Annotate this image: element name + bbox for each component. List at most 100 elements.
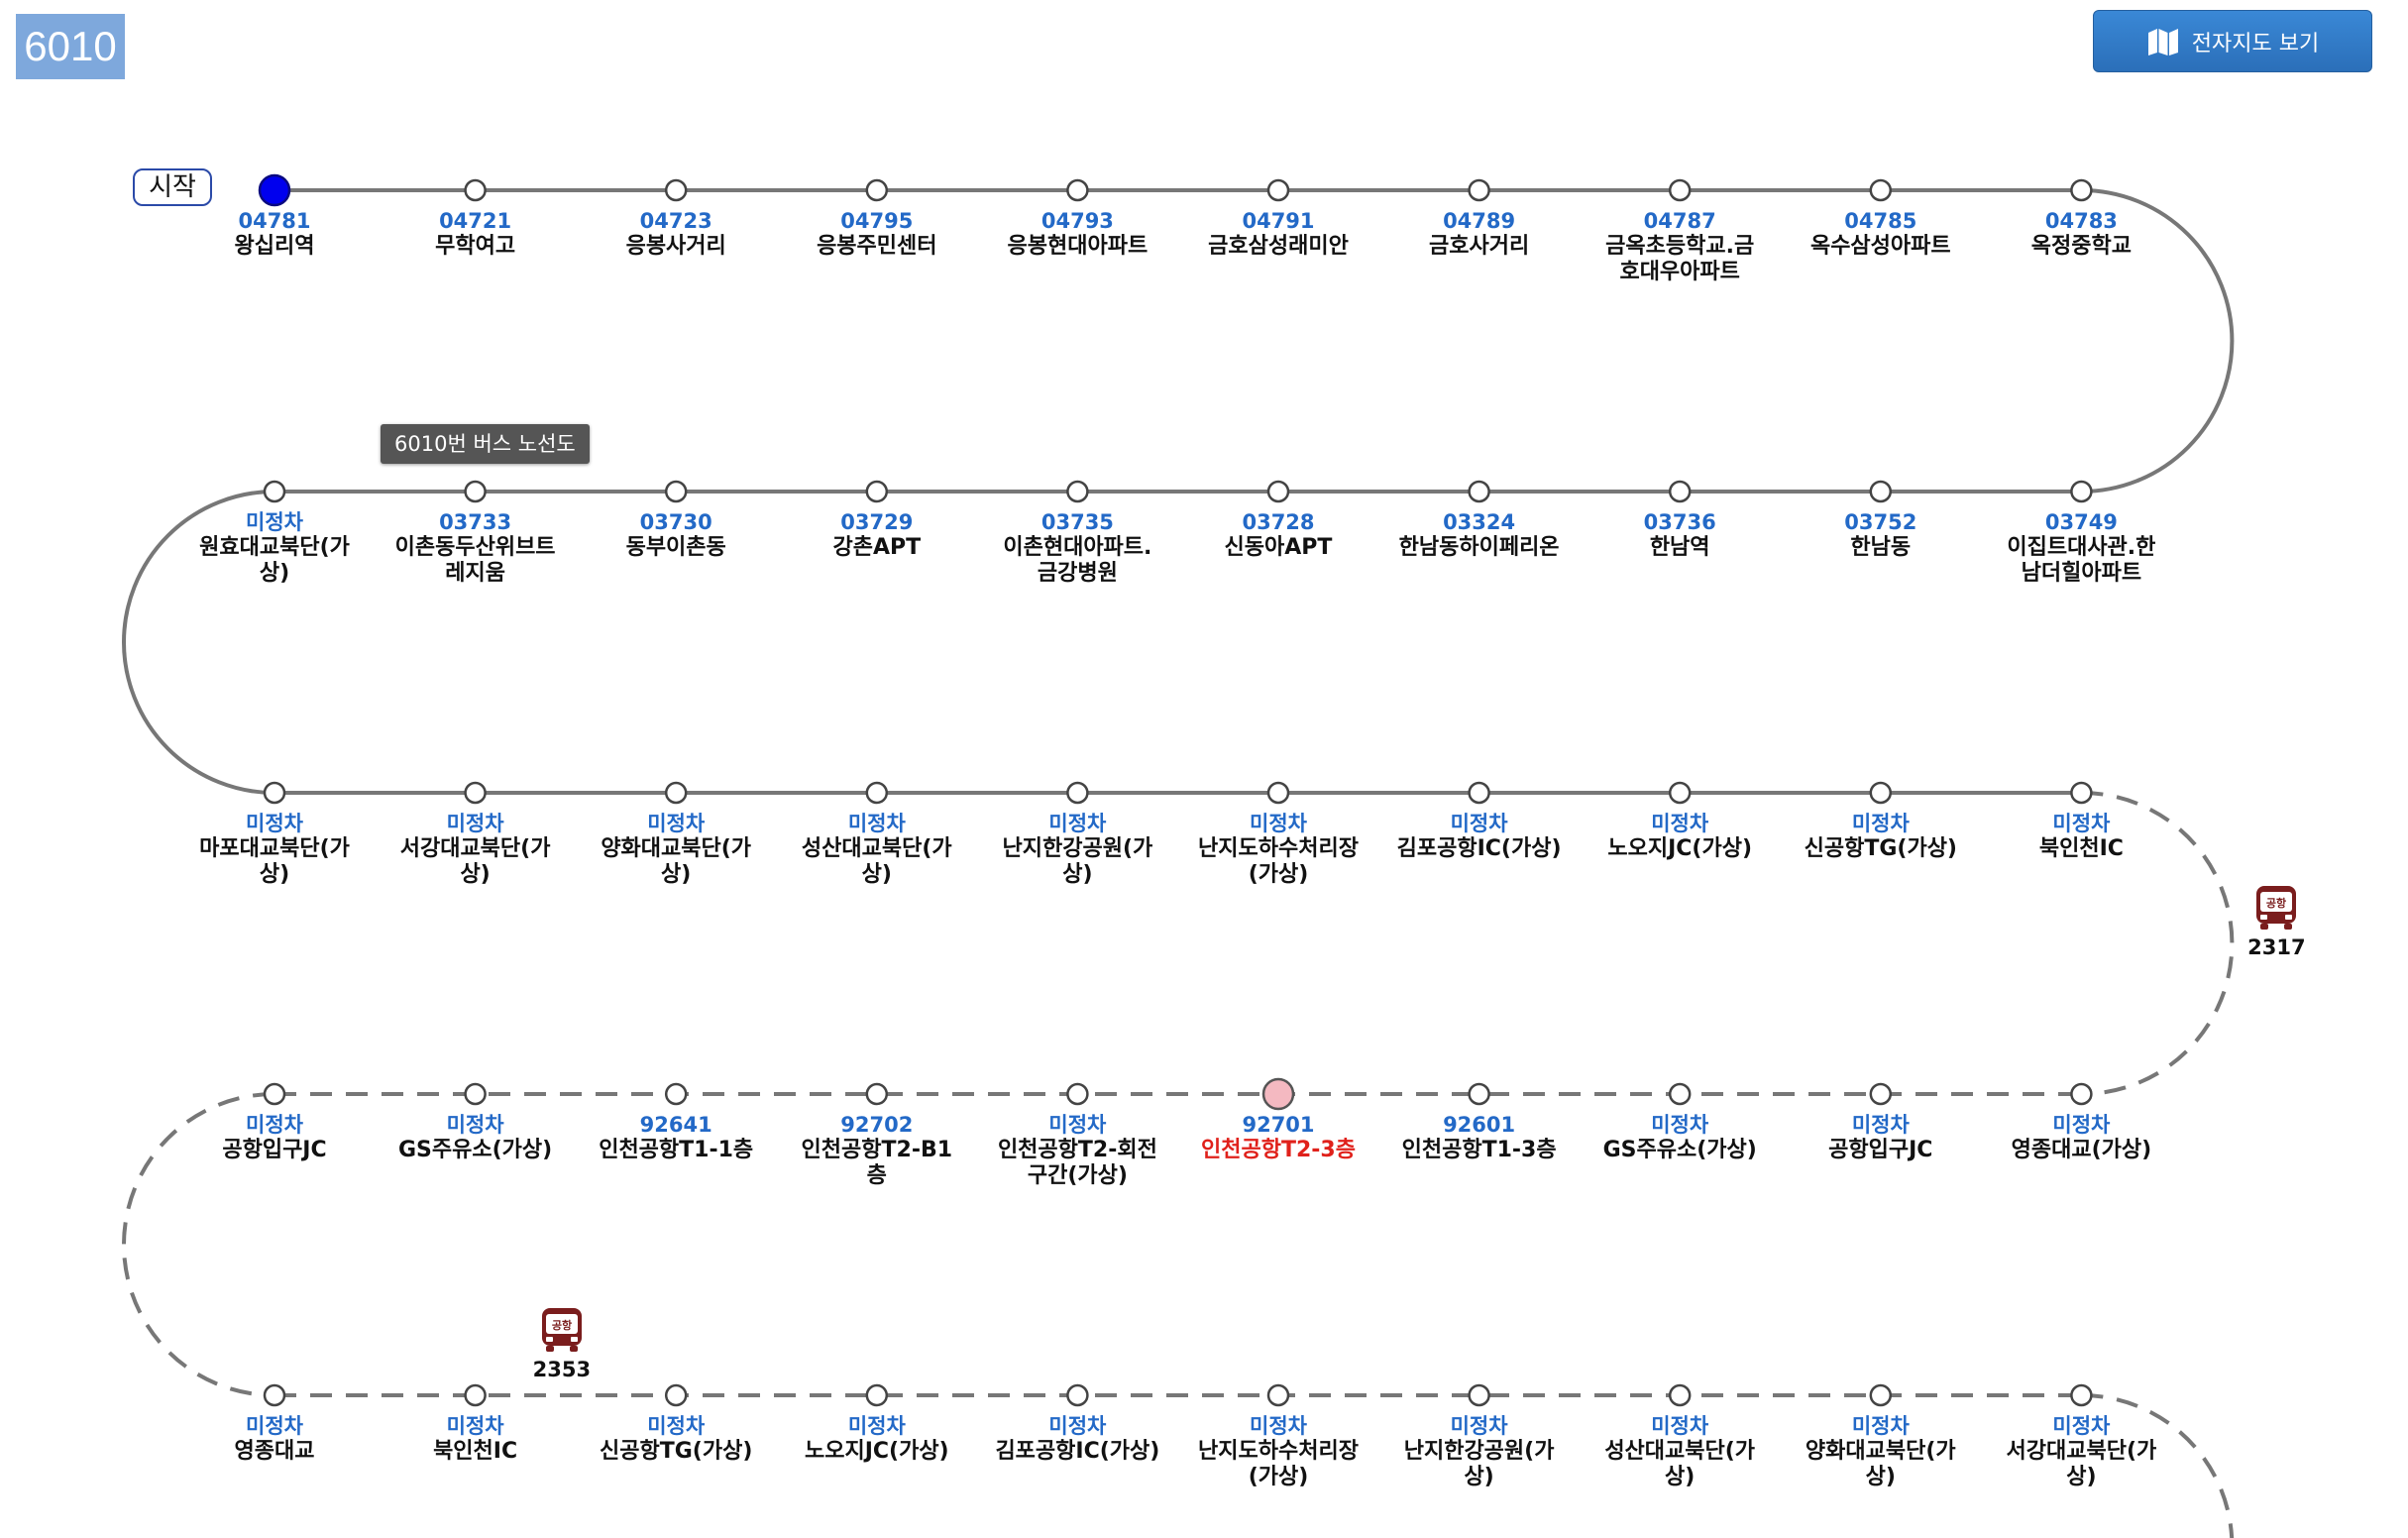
stop-node[interactable] [1066, 1082, 1089, 1106]
stop-label[interactable]: 미정차 노오지JC(가상) [1595, 811, 1764, 862]
stop-label[interactable]: 미정차 영종대교 [190, 1413, 359, 1465]
stop-node[interactable] [2070, 178, 2093, 202]
stop-label[interactable]: 미정차 난지도하수처리장(가상) [1194, 811, 1363, 888]
stop-label[interactable]: 03735 이촌현대아파트.금강병원 [993, 509, 1161, 587]
stop-label[interactable]: 미정차 신공항TG(가상) [1797, 811, 1965, 862]
stop-label[interactable]: 미정차 인천공항T2-회전구간(가상) [993, 1112, 1161, 1189]
stop-label[interactable]: 03729 강촌APT [793, 509, 961, 561]
stop-label[interactable]: 92702 인천공항T2-B1층 [793, 1112, 961, 1189]
stop-node[interactable] [1869, 480, 1893, 503]
stop-node[interactable] [1468, 480, 1490, 503]
stop-label[interactable]: 92641 인천공항T1-1층 [592, 1112, 760, 1163]
stop-label[interactable]: 03736 한남역 [1595, 509, 1764, 561]
stop-label[interactable]: 미정차 김포공항IC(가상) [1395, 811, 1564, 862]
stop-label[interactable]: 04789 금호사거리 [1395, 208, 1564, 260]
stop-node[interactable] [1668, 178, 1692, 202]
stop-label[interactable]: 04795 응봉주민센터 [793, 208, 961, 260]
stop-node[interactable] [865, 781, 889, 805]
electronic-map-button[interactable]: 전자지도 보기 [2093, 10, 2372, 72]
stop-node[interactable] [1266, 1383, 1290, 1407]
stop-node[interactable] [664, 178, 688, 202]
stop-label[interactable]: 03749 이집트대사관.한남더힐아파트 [1997, 509, 2165, 587]
stop-label[interactable]: 미정차 김포공항IC(가상) [993, 1413, 1161, 1465]
stop-node[interactable] [1468, 1082, 1490, 1106]
stop-node[interactable] [464, 178, 487, 202]
stop-node[interactable] [1869, 178, 1893, 202]
stop-node[interactable] [865, 480, 889, 503]
stop-node[interactable] [2070, 1082, 2093, 1106]
stop-node[interactable] [664, 781, 688, 805]
stop-label[interactable]: 04785 옥수삼성아파트 [1797, 208, 1965, 260]
stop-node[interactable] [865, 178, 889, 202]
stop-node[interactable] [2070, 781, 2093, 805]
stop-label[interactable]: 미정차 공항입구JC [190, 1112, 359, 1163]
stop-label[interactable]: 미정차 영종대교(가상) [1997, 1112, 2165, 1163]
stop-label[interactable]: 미정차 북인천IC [391, 1413, 560, 1465]
stop-label[interactable]: 04793 응봉현대아파트 [993, 208, 1161, 260]
stop-node[interactable] [664, 1383, 688, 1407]
stop-label[interactable]: 미정차 서강대교북단(가상) [391, 811, 560, 888]
stop-node[interactable] [263, 1383, 286, 1407]
stop-node[interactable] [263, 781, 286, 805]
stop-node[interactable] [464, 480, 487, 503]
stop-label[interactable]: 미정차 양화대교북단(가상) [1797, 1413, 1965, 1490]
stop-label[interactable]: 03324 한남동하이페리온 [1395, 509, 1564, 561]
stop-label[interactable]: 미정차 공항입구JC [1797, 1112, 1965, 1163]
stop-label[interactable]: 03752 한남동 [1797, 509, 1965, 561]
stop-label[interactable]: 미정차 난지도하수처리장(가상) [1194, 1413, 1363, 1490]
stop-label[interactable]: 03733 이촌동두산위브트레지움 [391, 509, 560, 587]
stop-label[interactable]: 03728 신동아APT [1194, 509, 1363, 561]
stop-label[interactable]: 미정차 원효대교북단(가상) [190, 509, 359, 587]
stop-node[interactable] [865, 1082, 889, 1106]
stop-label[interactable]: 미정차 GS주유소(가상) [1595, 1112, 1764, 1163]
stop-node[interactable] [1668, 1082, 1692, 1106]
stop-node[interactable] [1066, 178, 1089, 202]
stop-label[interactable]: 04783 옥정중학교 [1997, 208, 2165, 260]
stop-node[interactable] [1266, 178, 1290, 202]
bus-marker[interactable]: 공항 2317 [2242, 884, 2311, 959]
stop-label[interactable]: 미정차 신공항TG(가상) [592, 1413, 760, 1465]
start-stop-node[interactable] [258, 173, 291, 207]
stop-label[interactable]: 04723 응봉사거리 [592, 208, 760, 260]
stop-label[interactable]: 미정차 마포대교북단(가상) [190, 811, 359, 888]
stop-label[interactable]: 92601 인천공항T1-3층 [1395, 1112, 1564, 1163]
stop-label[interactable]: 04781 왕십리역 [190, 208, 359, 260]
current-stop-node[interactable] [1261, 1077, 1295, 1111]
stop-label[interactable]: 미정차 성산대교북단(가상) [793, 811, 961, 888]
stop-label[interactable]: 미정차 성산대교북단(가상) [1595, 1413, 1764, 1490]
stop-node[interactable] [2070, 480, 2093, 503]
stop-node[interactable] [464, 1082, 487, 1106]
stop-node[interactable] [1066, 480, 1089, 503]
stop-node[interactable] [1869, 781, 1893, 805]
stop-node[interactable] [1869, 1383, 1893, 1407]
stop-node[interactable] [664, 1082, 688, 1106]
stop-node[interactable] [1066, 1383, 1089, 1407]
stop-label[interactable]: 04721 무학여고 [391, 208, 560, 260]
stop-label[interactable]: 92701 인천공항T2-3층 [1194, 1112, 1363, 1163]
stop-node[interactable] [263, 480, 286, 503]
stop-label[interactable]: 미정차 난지한강공원(가상) [1395, 1413, 1564, 1490]
stop-label[interactable]: 미정차 양화대교북단(가상) [592, 811, 760, 888]
stop-node[interactable] [1468, 1383, 1490, 1407]
stop-node[interactable] [1066, 781, 1089, 805]
stop-label[interactable]: 04791 금호삼성래미안 [1194, 208, 1363, 260]
stop-node[interactable] [464, 1383, 487, 1407]
stop-node[interactable] [664, 480, 688, 503]
stop-node[interactable] [1266, 781, 1290, 805]
stop-node[interactable] [1468, 781, 1490, 805]
stop-node[interactable] [263, 1082, 286, 1106]
stop-node[interactable] [865, 1383, 889, 1407]
stop-node[interactable] [1266, 480, 1290, 503]
stop-node[interactable] [464, 781, 487, 805]
stop-node[interactable] [1668, 480, 1692, 503]
stop-label[interactable]: 미정차 GS주유소(가상) [391, 1112, 560, 1163]
stop-label[interactable]: 미정차 난지한강공원(가상) [993, 811, 1161, 888]
stop-node[interactable] [1869, 1082, 1893, 1106]
stop-node[interactable] [1668, 781, 1692, 805]
stop-label[interactable]: 미정차 북인천IC [1997, 811, 2165, 862]
stop-label[interactable]: 미정차 노오지JC(가상) [793, 1413, 961, 1465]
stop-node[interactable] [2070, 1383, 2093, 1407]
stop-node[interactable] [1468, 178, 1490, 202]
stop-label[interactable]: 04787 금옥초등학교.금호대우아파트 [1595, 208, 1764, 285]
stop-label[interactable]: 미정차 서강대교북단(가상) [1997, 1413, 2165, 1490]
